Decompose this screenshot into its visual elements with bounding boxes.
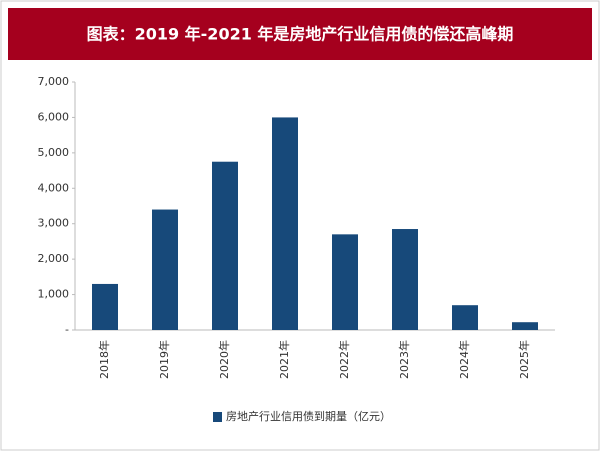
y-tick-label: 1,000 xyxy=(38,288,70,301)
bar xyxy=(152,209,178,330)
y-tick-label: 6,000 xyxy=(38,110,70,123)
y-tick-label: 4,000 xyxy=(38,181,70,194)
legend-label: 房地产行业信用债到期量（亿元） xyxy=(226,409,391,423)
bar xyxy=(452,305,478,330)
x-tick-label: 2020年 xyxy=(217,340,231,379)
x-tick-label: 2019年 xyxy=(157,340,171,379)
x-tick-label: 2022年 xyxy=(337,340,351,379)
bar xyxy=(332,234,358,330)
bar xyxy=(272,117,298,330)
y-tick-label: - xyxy=(65,323,69,336)
y-tick-label: 5,000 xyxy=(38,146,70,159)
title-banner xyxy=(8,8,592,60)
legend-swatch xyxy=(213,412,222,422)
bar xyxy=(512,322,538,330)
bar xyxy=(212,161,238,330)
bar xyxy=(92,283,118,330)
x-tick-label: 2021年 xyxy=(277,340,291,379)
bar xyxy=(392,229,418,330)
x-tick-label: 2024年 xyxy=(457,340,471,379)
x-tick-label: 2018年 xyxy=(97,340,111,379)
chart-title: 图表：2019 年-2021 年是房地产行业信用债的偿还高峰期 xyxy=(87,25,514,44)
y-tick-label: 3,000 xyxy=(38,217,70,230)
y-tick-label: 7,000 xyxy=(38,75,70,88)
x-tick-label: 2023年 xyxy=(397,340,411,379)
x-tick-label: 2025年 xyxy=(517,340,531,379)
y-tick-label: 2,000 xyxy=(38,252,70,265)
